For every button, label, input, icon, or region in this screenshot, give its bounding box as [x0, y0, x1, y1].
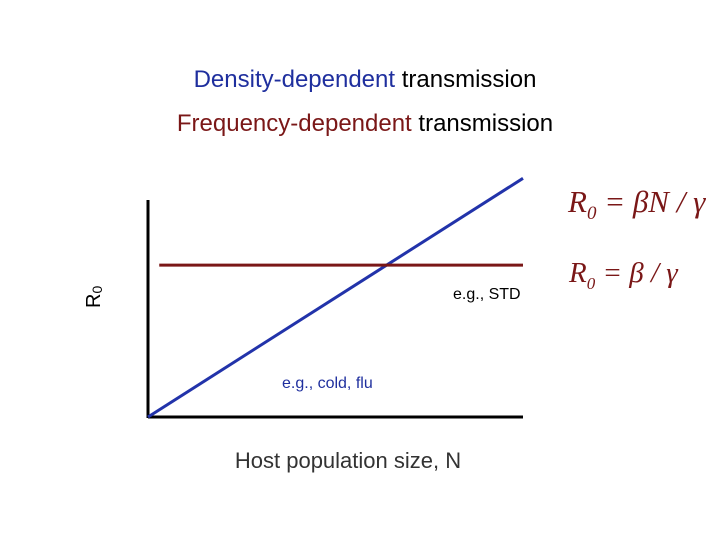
series-layer — [147, 177, 524, 419]
formula-density-lhs: R — [567, 184, 587, 219]
formula-frequency-dependent: R0 = β / γ — [568, 257, 679, 293]
formula-density-rhs: = βN / γ — [596, 184, 706, 219]
frequency-title-rest: transmission — [411, 110, 554, 137]
x-axis-label: Host population size, N — [235, 448, 461, 473]
y-axis-label: R0 — [83, 286, 105, 308]
series-line-density — [147, 177, 524, 419]
density-title-rest: transmission — [395, 66, 537, 93]
y-axis-label-main: R — [83, 294, 105, 308]
annotation-cold-flu: e.g., cold, flu — [282, 375, 373, 392]
formula-frequency-rhs: = β / γ — [595, 257, 679, 289]
y-axis-label-subscript: 0 — [89, 286, 105, 294]
formula-density-sub: 0 — [587, 203, 597, 224]
formula-frequency-sub: 0 — [587, 274, 596, 293]
chart-title-density: Density-dependent transmission — [0, 66, 720, 94]
frequency-dependent-keyword: Frequency-dependent — [176, 110, 412, 137]
formula-density-dependent: R0 = βN / γ — [567, 184, 706, 224]
chart-title-frequency: Frequency-dependent transmission — [0, 110, 720, 138]
formula-frequency-lhs: R — [568, 257, 587, 289]
density-dependent-keyword: Density-dependent — [193, 66, 396, 93]
annotation-std: e.g., STD — [453, 286, 521, 303]
